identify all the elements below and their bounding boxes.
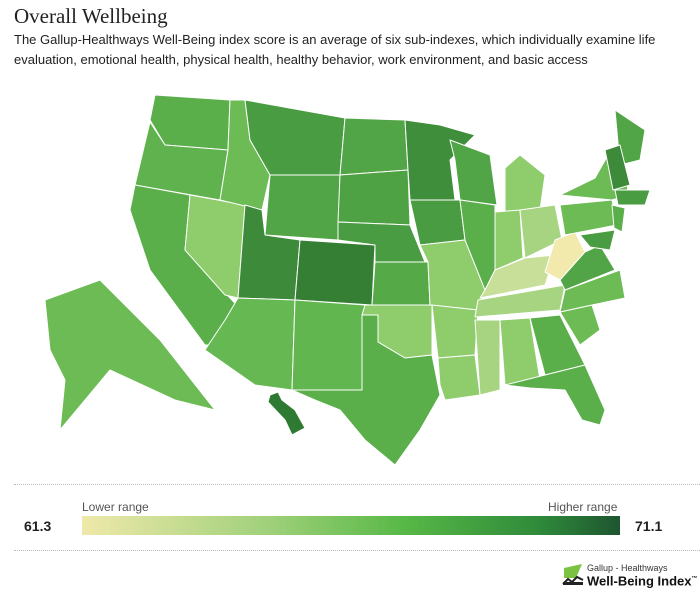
state-ar[interactable] <box>431 304 479 359</box>
state-wi[interactable] <box>449 139 498 206</box>
state-ak[interactable] <box>44 279 216 431</box>
logo-line1: Gallup - Healthways <box>587 563 668 573</box>
state-md[interactable] <box>579 229 616 251</box>
state-nc[interactable] <box>559 269 626 313</box>
state-ms[interactable] <box>474 319 501 396</box>
state-pa[interactable] <box>559 199 618 236</box>
state-mn[interactable] <box>404 119 476 201</box>
state-ma[interactable] <box>614 189 651 206</box>
state-co[interactable] <box>294 239 376 306</box>
state-la[interactable] <box>437 354 481 401</box>
divider <box>14 550 700 551</box>
state-ks[interactable] <box>371 261 431 306</box>
state-fl[interactable] <box>504 364 606 426</box>
state-in[interactable] <box>494 209 524 271</box>
gallup-healthways-logo: Gallup - Healthways Well-Being Index™ <box>562 563 698 587</box>
state-nm[interactable] <box>291 299 366 391</box>
legend-higher-label: Higher range <box>548 500 618 514</box>
page-title: Overall Wellbeing <box>14 4 168 28</box>
state-vt[interactable] <box>604 144 631 191</box>
legend-color-scale <box>82 516 620 535</box>
state-wy[interactable] <box>264 174 341 241</box>
state-nj[interactable] <box>611 204 626 233</box>
state-ia[interactable] <box>409 199 466 246</box>
state-tx[interactable] <box>291 314 441 466</box>
divider <box>14 484 700 485</box>
legend-lower-label: Lower range <box>82 500 149 514</box>
state-va[interactable] <box>559 244 616 291</box>
state-hi[interactable] <box>267 391 306 436</box>
state-sd[interactable] <box>337 169 411 226</box>
us-choropleth-map <box>44 94 651 466</box>
page-description: The Gallup-Healthways Well-Being index s… <box>14 32 656 67</box>
logo-line2: Well-Being Index™ <box>587 573 698 589</box>
logo-chart-icon <box>562 564 584 586</box>
state-nd[interactable] <box>339 117 409 176</box>
state-mi[interactable] <box>504 154 546 213</box>
legend-max-value: 71.1 <box>635 518 663 534</box>
legend-min-value: 61.3 <box>24 518 52 534</box>
